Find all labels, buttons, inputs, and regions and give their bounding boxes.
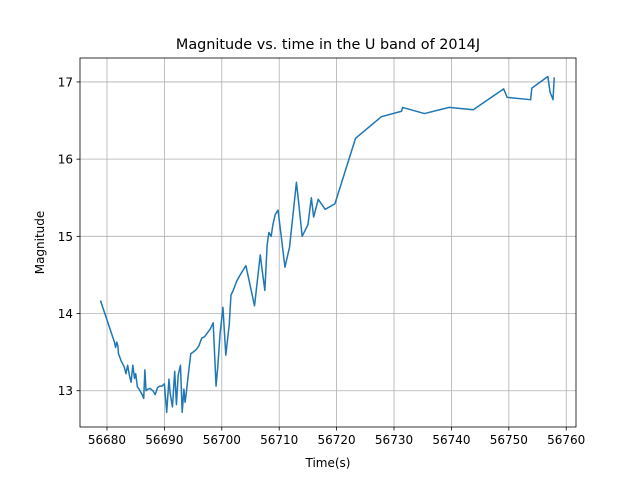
data-series [99,75,555,414]
y-tick-label: 17 [58,75,73,89]
series-line [99,75,555,414]
x-tick-label: 56690 [145,433,183,447]
chart-title: Magnitude vs. time in the U band of 2014… [176,37,480,53]
x-tick-label: 56740 [432,433,470,447]
y-tick-label: 15 [58,230,73,244]
x-tick-label: 56750 [490,433,528,447]
x-tick-label: 56700 [203,433,241,447]
y-tick-label: 13 [58,384,73,398]
x-tick-label: 56680 [88,433,126,447]
y-axis-ticks: 13 14 15 16 17 [58,75,80,398]
y-tick-label: 14 [58,307,73,321]
axes-frame [79,57,577,428]
x-tick-label: 56710 [260,433,298,447]
x-tick-label: 56760 [547,433,585,447]
y-tick-label: 16 [58,153,73,167]
x-tick-label: 56730 [375,433,413,447]
grid-lines [80,58,576,427]
x-axis-ticks: 56680 56690 56700 56710 56720 56730 56740 56750… [88,427,585,447]
x-axis-label: Time(s) [305,456,351,470]
x-tick-label: 56720 [318,433,356,447]
y-axis-label: Magnitude [33,211,47,275]
